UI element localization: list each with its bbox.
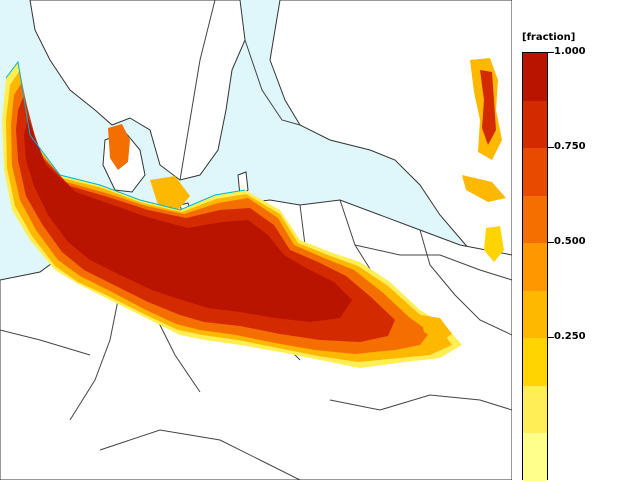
legend-bin-1	[523, 100, 547, 149]
legend-tick-1	[548, 147, 554, 149]
plume-patch-norway	[108, 124, 130, 170]
land-scandinavia	[29, 0, 246, 181]
legend-bin-7	[523, 385, 547, 434]
coast-edge	[5, 60, 246, 211]
plume-patch-sweden	[150, 176, 190, 210]
legend-tick-3	[548, 337, 554, 339]
plume-patch-russia-core	[480, 70, 496, 145]
legend-bin-0	[523, 53, 547, 101]
land-finland-russia	[269, 0, 512, 261]
legend-bin-2	[523, 148, 547, 196]
plume-core	[24, 118, 352, 322]
map-svg	[0, 0, 512, 480]
legend-label-3: 0.250	[554, 331, 586, 343]
legend-label-0: 1.000	[554, 46, 586, 57]
land-island-gotland	[237, 171, 249, 197]
legend-colorbar	[522, 52, 548, 481]
legend-tick-2	[548, 242, 554, 244]
legend-bin-4	[523, 243, 547, 291]
legend-bin-3	[523, 195, 547, 244]
legend-label-2: 0.500	[554, 236, 586, 248]
legend-label-1: 0.750	[554, 141, 586, 153]
plume-patch-russia-2	[462, 175, 506, 202]
plume-patch-baltic-states	[420, 315, 452, 342]
legend-bin-5	[523, 290, 547, 339]
legend-panel: [fraction] 1.000 0.750 0.500 0.250	[512, 0, 640, 481]
plume-patch-russia-3	[484, 226, 504, 262]
legend-bin-8	[523, 433, 547, 481]
map-panel	[0, 0, 512, 480]
legend-tick-0	[548, 52, 554, 53]
legend-bin-6	[523, 338, 547, 386]
legend-title: [fraction]	[522, 32, 576, 43]
